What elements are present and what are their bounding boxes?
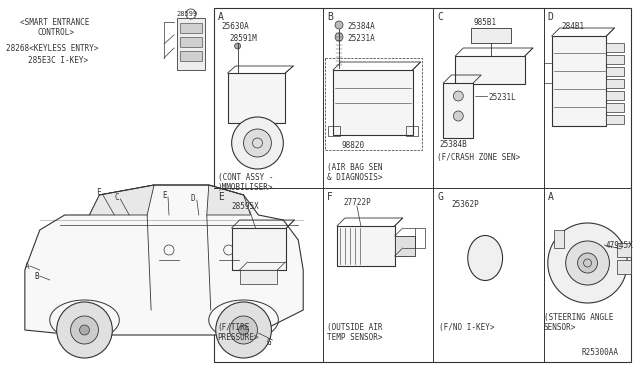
Circle shape bbox=[244, 129, 271, 157]
Circle shape bbox=[79, 325, 90, 335]
Text: (F/NO I-KEY>: (F/NO I-KEY> bbox=[440, 323, 495, 332]
Text: 25231L: 25231L bbox=[488, 93, 516, 102]
Text: 27722P: 27722P bbox=[343, 198, 371, 207]
Text: 25630A: 25630A bbox=[221, 22, 250, 31]
Text: R25300AA: R25300AA bbox=[582, 348, 619, 357]
Text: B: B bbox=[327, 12, 333, 22]
Text: (AIR BAG SEN: (AIR BAG SEN bbox=[327, 163, 383, 172]
Text: E: E bbox=[162, 190, 166, 199]
Text: 28591M: 28591M bbox=[230, 34, 257, 43]
Text: <SMART ENTRANCE: <SMART ENTRANCE bbox=[20, 18, 89, 27]
Text: G: G bbox=[266, 338, 271, 347]
Bar bbox=[395, 236, 415, 256]
Text: 985B1: 985B1 bbox=[473, 18, 497, 27]
Bar bbox=[415, 228, 424, 248]
Text: PRESSURE>: PRESSURE> bbox=[218, 333, 259, 342]
Bar bbox=[180, 37, 202, 47]
Text: 25384B: 25384B bbox=[440, 140, 467, 149]
Bar bbox=[544, 63, 552, 83]
Bar bbox=[607, 79, 625, 88]
Bar bbox=[607, 67, 625, 76]
Text: E: E bbox=[218, 192, 223, 202]
Bar bbox=[180, 23, 202, 33]
Bar bbox=[228, 73, 285, 123]
Text: D: D bbox=[548, 12, 554, 22]
Text: C: C bbox=[437, 12, 444, 22]
Circle shape bbox=[70, 316, 99, 344]
Bar bbox=[333, 70, 413, 135]
Text: (CONT ASSY -: (CONT ASSY - bbox=[218, 173, 273, 182]
Circle shape bbox=[232, 117, 284, 169]
Circle shape bbox=[453, 111, 463, 121]
Text: SENSOR>: SENSOR> bbox=[544, 323, 576, 332]
Bar bbox=[177, 18, 205, 70]
Circle shape bbox=[230, 316, 257, 344]
Text: 28595X: 28595X bbox=[232, 202, 259, 211]
Text: 285E3C I-KEY>: 285E3C I-KEY> bbox=[28, 56, 88, 65]
Text: (F/TIRE: (F/TIRE bbox=[218, 323, 250, 332]
Circle shape bbox=[335, 21, 343, 29]
Bar bbox=[554, 230, 564, 248]
Circle shape bbox=[566, 241, 609, 285]
Bar bbox=[239, 270, 277, 284]
Text: (STEERING ANGLE: (STEERING ANGLE bbox=[544, 313, 613, 322]
Text: 28268<KEYLESS ENTRY>: 28268<KEYLESS ENTRY> bbox=[6, 44, 99, 53]
Circle shape bbox=[453, 91, 463, 101]
Bar bbox=[618, 243, 631, 257]
Circle shape bbox=[57, 302, 113, 358]
Text: D: D bbox=[191, 193, 195, 202]
Text: 47945X: 47945X bbox=[605, 241, 633, 250]
Bar bbox=[406, 126, 417, 136]
Polygon shape bbox=[207, 185, 250, 215]
Bar bbox=[444, 83, 473, 138]
Text: G: G bbox=[437, 192, 444, 202]
Text: 28599: 28599 bbox=[177, 11, 198, 17]
Bar bbox=[232, 228, 286, 270]
Text: A: A bbox=[25, 262, 29, 271]
Text: B: B bbox=[35, 272, 40, 281]
Text: )MMOBILISER>: )MMOBILISER> bbox=[218, 183, 273, 192]
Text: & DIAGNOSIS>: & DIAGNOSIS> bbox=[327, 173, 383, 182]
Bar bbox=[180, 51, 202, 61]
Polygon shape bbox=[90, 185, 154, 215]
Text: A: A bbox=[548, 192, 554, 202]
Text: A: A bbox=[218, 12, 223, 22]
Bar bbox=[618, 260, 631, 274]
Bar bbox=[328, 126, 340, 136]
Text: 25231A: 25231A bbox=[347, 34, 374, 43]
Text: (F/CRASH ZONE SEN>: (F/CRASH ZONE SEN> bbox=[437, 153, 521, 162]
Bar bbox=[214, 8, 631, 362]
Text: CONTROL>: CONTROL> bbox=[38, 28, 75, 37]
Bar bbox=[337, 226, 395, 266]
Text: F: F bbox=[327, 192, 333, 202]
Text: 25362P: 25362P bbox=[451, 200, 479, 209]
Text: TEMP SENSOR>: TEMP SENSOR> bbox=[327, 333, 383, 342]
Polygon shape bbox=[25, 185, 303, 335]
Bar bbox=[325, 58, 422, 150]
Bar bbox=[607, 103, 625, 112]
Text: (OUTSIDE AIR: (OUTSIDE AIR bbox=[327, 323, 383, 332]
Text: 98820: 98820 bbox=[341, 141, 364, 150]
Text: F: F bbox=[97, 187, 101, 196]
Bar bbox=[607, 43, 625, 52]
Text: 284B1: 284B1 bbox=[562, 22, 585, 31]
Circle shape bbox=[216, 302, 271, 358]
Bar bbox=[471, 28, 511, 43]
Circle shape bbox=[235, 43, 241, 49]
Circle shape bbox=[578, 253, 598, 273]
Text: C: C bbox=[115, 192, 119, 202]
Text: 25384A: 25384A bbox=[347, 22, 374, 31]
Circle shape bbox=[335, 33, 343, 41]
Circle shape bbox=[548, 223, 627, 303]
Bar bbox=[607, 115, 625, 124]
Bar bbox=[455, 56, 525, 84]
Bar bbox=[552, 36, 607, 126]
Bar bbox=[607, 91, 625, 100]
Ellipse shape bbox=[468, 235, 502, 280]
Bar bbox=[607, 55, 625, 64]
Circle shape bbox=[239, 325, 248, 335]
